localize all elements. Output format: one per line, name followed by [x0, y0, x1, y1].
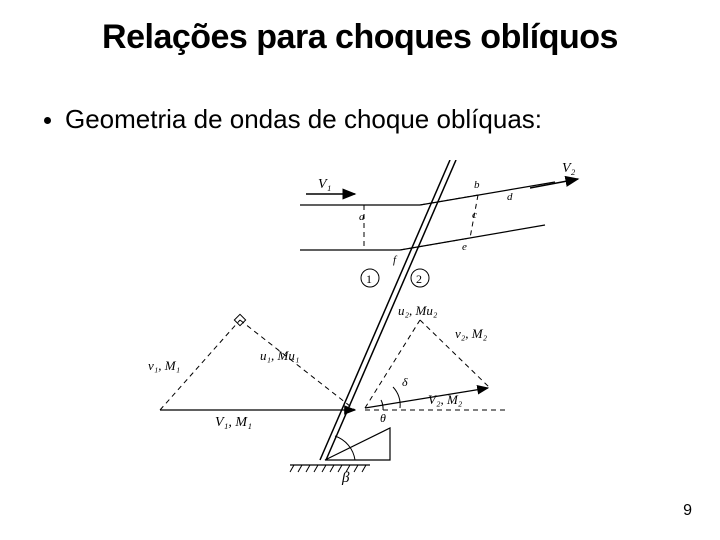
label-region2: 2 [416, 272, 422, 286]
bullet-row: Geometria de ondas de choque oblíquas: [44, 104, 542, 135]
label-u2-mu2: u₂, Mu₂ [398, 303, 438, 318]
label-f: f [393, 254, 398, 266]
label-V2-M2: V₂, M₂ [428, 392, 463, 407]
label-region1: 1 [366, 272, 372, 286]
label-V2-arrow: V₂ [562, 161, 576, 176]
label-V1-M1: V₁, M₁ [215, 415, 252, 430]
label-theta: θ [380, 411, 386, 425]
bullet-text: Geometria de ondas de choque oblíquas: [65, 104, 542, 135]
label-e: e [462, 241, 467, 253]
page-title: Relações para choques oblíquos [0, 18, 720, 57]
oblique-shock-figure: β V₁ V₂ a b c [110, 160, 610, 490]
label-u1-mu1: u₁, Mu₁ [260, 348, 299, 363]
label-c: c [472, 209, 477, 221]
figure-svg: β V₁ V₂ a b c [110, 160, 610, 490]
label-v1-m1: v₁, M₁ [148, 358, 180, 373]
label-delta: δ [402, 375, 408, 389]
label-v2-m2: v₂, M₂ [455, 326, 488, 341]
label-d: d [507, 191, 513, 203]
label-b: b [474, 179, 480, 191]
label-V1-arrow: V₁ [318, 177, 331, 192]
label-beta: β [341, 470, 350, 486]
page-number: 9 [683, 502, 692, 520]
label-a: a [359, 211, 365, 223]
slide: Relações para choques oblíquos Geometria… [0, 0, 720, 540]
bullet-dot [44, 117, 51, 124]
